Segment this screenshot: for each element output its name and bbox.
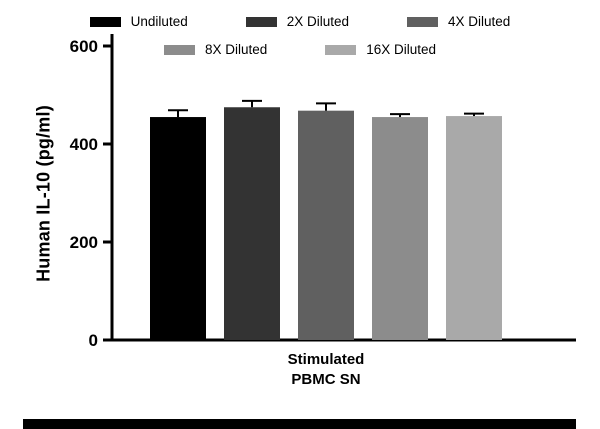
legend: Undiluted 2X Diluted 4X Diluted 8X Diluted 1…: [0, 14, 600, 57]
legend-swatch-icon: [325, 44, 357, 55]
legend-label: Undiluted: [130, 14, 188, 29]
legend-swatch-icon: [407, 16, 439, 27]
legend-swatch-icon: [89, 16, 121, 27]
legend-item: 16X Diluted: [325, 42, 436, 57]
bar-undiluted: [150, 117, 206, 340]
bar-4x-diluted: [298, 110, 354, 341]
legend-swatch-icon: [245, 16, 277, 27]
legend-item: 4X Diluted: [407, 14, 510, 29]
footer-bar: [23, 419, 576, 429]
x-axis-title-line2: PBMC SN: [291, 371, 361, 389]
x-axis-title-line1: Stimulated: [287, 351, 365, 368]
bar-8x-diluted: [372, 117, 428, 340]
bar-2x-diluted: [224, 107, 280, 340]
legend-item: 8X Diluted: [163, 42, 268, 57]
legend-row-1: Undiluted 2X Diluted 4X Diluted: [89, 14, 510, 29]
legend-item: Undiluted: [89, 14, 188, 29]
legend-row-2: 8X Diluted 16X Diluted: [163, 42, 436, 57]
y-tick-label: 200: [70, 233, 98, 252]
legend-label: 4X Diluted: [448, 14, 511, 29]
y-tick-label: 0: [89, 331, 98, 350]
y-tick-label: 600: [70, 37, 98, 56]
legend-swatch-icon: [163, 44, 195, 55]
y-tick-label: 400: [70, 135, 98, 154]
legend-label: 8X Diluted: [204, 42, 268, 57]
legend-item: 2X Diluted: [245, 14, 350, 29]
bar-16x-diluted: [446, 116, 502, 340]
x-axis-title: Stimulated PBMC SN: [150, 350, 502, 391]
legend-label: 2X Diluted: [286, 14, 350, 29]
legend-label: 16X Diluted: [366, 42, 437, 57]
